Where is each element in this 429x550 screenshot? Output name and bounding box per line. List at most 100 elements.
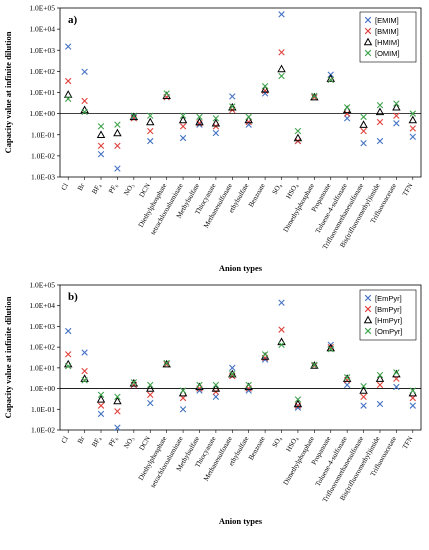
marker-stroke [343,115,351,122]
marker-stroke [376,102,384,109]
marker-stroke [376,137,384,145]
data-point [278,326,285,333]
marker-stroke [229,370,236,378]
marker-stroke [311,92,318,99]
marker-stroke [114,165,121,172]
marker-stroke [364,49,372,57]
legend: [EMIM] [BMIM] [HMIM] [OMIM] [359,11,417,63]
marker-stroke [278,49,285,56]
x-axis-label: Anion types [219,516,263,526]
data-point [278,341,285,348]
marker-stroke [327,345,334,353]
series-empyr [65,299,416,431]
data-point [97,123,105,130]
marker-stroke [114,142,121,149]
marker-stroke [97,123,105,130]
marker-stroke [147,391,154,398]
chart-panel-1: 1.0E-03 1.0E-02 1.0E-01 1.0E+00 1.0E+01 1.0E+… [3,4,422,273]
marker-stroke [179,134,187,142]
data-point [63,90,73,98]
marker-stroke [229,103,236,110]
data-point [179,134,187,142]
data-point [129,378,139,387]
data-point [114,393,121,401]
legend-label: [OmPyr] [375,327,403,336]
marker-stroke [196,381,203,389]
series-bmim [65,49,416,149]
data-point [65,77,72,85]
marker-stroke [147,112,154,119]
marker-stroke [81,377,88,384]
data-point [196,113,203,121]
marker-stroke [212,381,220,389]
y-tick-label: 1.0E-01 [31,405,55,414]
data-point [130,113,138,121]
data-point [343,115,351,122]
data-point [113,396,122,405]
legend-marker [364,305,372,313]
legend-marker [364,49,372,57]
marker-stroke [65,363,72,370]
data-point [359,386,368,394]
marker-stroke [130,113,138,121]
y-tick-label: 1.0E+03 [29,322,55,331]
marker-stroke [65,351,72,358]
legend-label: [EMIM] [375,16,399,25]
marker-stroke [114,424,121,431]
marker-stroke [179,406,187,413]
category-label: NO₃ [122,435,135,450]
data-point [114,424,121,431]
data-point [147,127,154,135]
x-axis-label: Anion types [219,263,263,273]
marker-stroke [212,393,220,401]
y-tick-label: 1.0E+04 [29,25,55,34]
legend-label: [BMIM] [375,27,399,36]
y-tick-label: 1.0E-02 [31,151,55,160]
data-point [376,137,384,145]
data-point [97,402,105,409]
data-point [392,369,401,378]
category-label: DCN [138,435,152,452]
data-point [81,377,88,384]
data-point [393,112,400,119]
data-point [327,345,334,353]
data-point [393,120,400,127]
data-point [97,151,105,158]
marker-stroke [261,351,269,358]
data-point [277,64,286,73]
data-point [376,371,384,379]
marker-stroke [343,381,351,389]
legend-marker [364,27,372,35]
data-point [147,391,154,398]
data-point [375,107,385,116]
category-label: PF₆ [107,182,119,195]
data-point [311,361,318,369]
data-point [229,370,236,378]
legend-label: [HMIM] [375,38,399,47]
data-point [245,387,252,394]
marker-stroke [81,97,88,105]
category-label: Cl [60,182,70,192]
data-point [147,399,154,407]
data-point [146,117,155,126]
category-label: Br [76,181,87,192]
data-point [244,115,253,124]
data-point [129,112,139,121]
data-point [65,351,72,358]
y-tick-label: 1.0E+02 [29,67,55,76]
marker-stroke [343,104,351,111]
marker-stroke [196,387,203,394]
marker-stroke [364,16,372,24]
marker-stroke [360,139,367,147]
category-label: NO₃ [122,182,135,197]
data-point [114,121,121,128]
marker-stroke [81,349,88,356]
data-point [293,399,303,408]
marker-stroke [114,408,121,415]
data-point [360,383,367,390]
data-point [393,369,400,376]
marker-stroke [212,115,220,122]
marker-stroke [376,118,384,126]
data-point [97,410,105,418]
data-point [360,127,367,135]
